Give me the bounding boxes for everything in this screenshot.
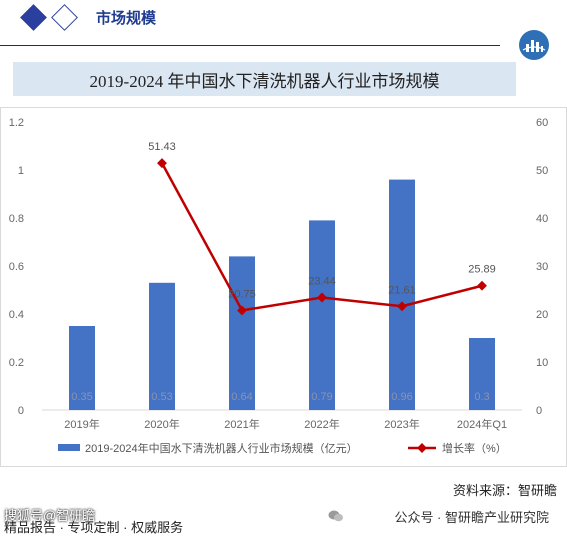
- watermark-bar: 搜狐号@智研瞻 精品报告 · 专项定制 · 权威服务 公众号 · 智研瞻产业研究…: [0, 505, 567, 535]
- legend-bar-label: 2019-2024年中国水下清洗机器人行业市场规模（亿元）: [85, 441, 358, 455]
- y2-tick-label: 40: [536, 213, 548, 225]
- watermark-slogan: 精品报告 · 专项定制 · 权威服务: [4, 520, 184, 535]
- diamond-outline-icon: [51, 4, 78, 31]
- header-divider: [0, 45, 500, 46]
- bar-value-label: 0.35: [71, 391, 92, 403]
- growth-value-label: 25.89: [468, 264, 496, 276]
- y-tick-label: 0: [18, 405, 24, 417]
- growth-value-label: 23.44: [308, 275, 336, 287]
- x-tick-label: 2023年: [384, 417, 419, 431]
- y2-tick-label: 60: [536, 117, 548, 129]
- y-tick-label: 0.8: [9, 213, 24, 225]
- growth-value-label: 21.61: [388, 284, 416, 296]
- y-tick-label: 0.6: [9, 261, 24, 273]
- bar: [309, 220, 335, 410]
- bar-value-label: 0.53: [151, 391, 172, 403]
- chart-title-banner: 2019-2024 年中国水下清洗机器人行业市场规模: [13, 62, 516, 96]
- x-tick-label: 2024年Q1: [457, 417, 507, 431]
- growth-value-label: 20.75: [228, 288, 256, 300]
- growth-marker: [237, 305, 247, 316]
- bar: [389, 179, 415, 410]
- bar-value-label: 0.79: [311, 391, 332, 403]
- legend-bar-swatch: [58, 444, 80, 451]
- x-tick-label: 2020年: [144, 417, 179, 431]
- x-tick-label: 2021年: [224, 417, 259, 431]
- growth-marker: [157, 158, 167, 169]
- y2-tick-label: 0: [536, 405, 542, 417]
- wechat-icon: [328, 510, 343, 522]
- bar-value-label: 0.3: [474, 391, 489, 403]
- y2-tick-label: 20: [536, 309, 548, 321]
- legend-line-label: 增长率（%）: [442, 441, 507, 455]
- bar-value-label: 0.96: [391, 391, 412, 403]
- watermark-wechat: 公众号 · 智研瞻产业研究院: [394, 510, 549, 525]
- y-tick-label: 1.2: [9, 117, 24, 129]
- bar: [69, 326, 95, 410]
- y-tick-label: 1: [18, 165, 24, 177]
- chart-title: 2019-2024 年中国水下清洗机器人行业市场规模: [89, 71, 440, 91]
- watermark-sohu: 搜狐号@智研瞻: [4, 508, 96, 523]
- y2-tick-label: 10: [536, 357, 548, 369]
- legend-line-marker: [417, 443, 427, 453]
- brand-logo-icon: [519, 30, 549, 60]
- header: 市场规模: [0, 0, 567, 60]
- x-tick-label: 2019年: [64, 417, 99, 431]
- x-tick-label: 2022年: [304, 417, 339, 431]
- bar: [469, 338, 495, 410]
- growth-marker: [477, 280, 487, 291]
- growth-value-label: 51.43: [148, 141, 176, 153]
- section-title: 市场规模: [96, 10, 157, 27]
- bar: [229, 256, 255, 410]
- diamond-filled-icon: [20, 4, 47, 31]
- source-note: 资料来源：智研瞻: [452, 483, 557, 498]
- combo-chart: 0 0.2 0.4 0.6 0.8 1 1.2 0 10 20 30 40 50 60 0.35 0.53 0.…: [9, 117, 549, 455]
- y2-tick-label: 30: [536, 261, 548, 273]
- y-tick-label: 0.4: [9, 309, 24, 321]
- bar-value-label: 0.64: [231, 391, 252, 403]
- bar: [149, 282, 175, 410]
- y-tick-label: 0.2: [9, 357, 24, 369]
- y2-tick-label: 50: [536, 165, 548, 177]
